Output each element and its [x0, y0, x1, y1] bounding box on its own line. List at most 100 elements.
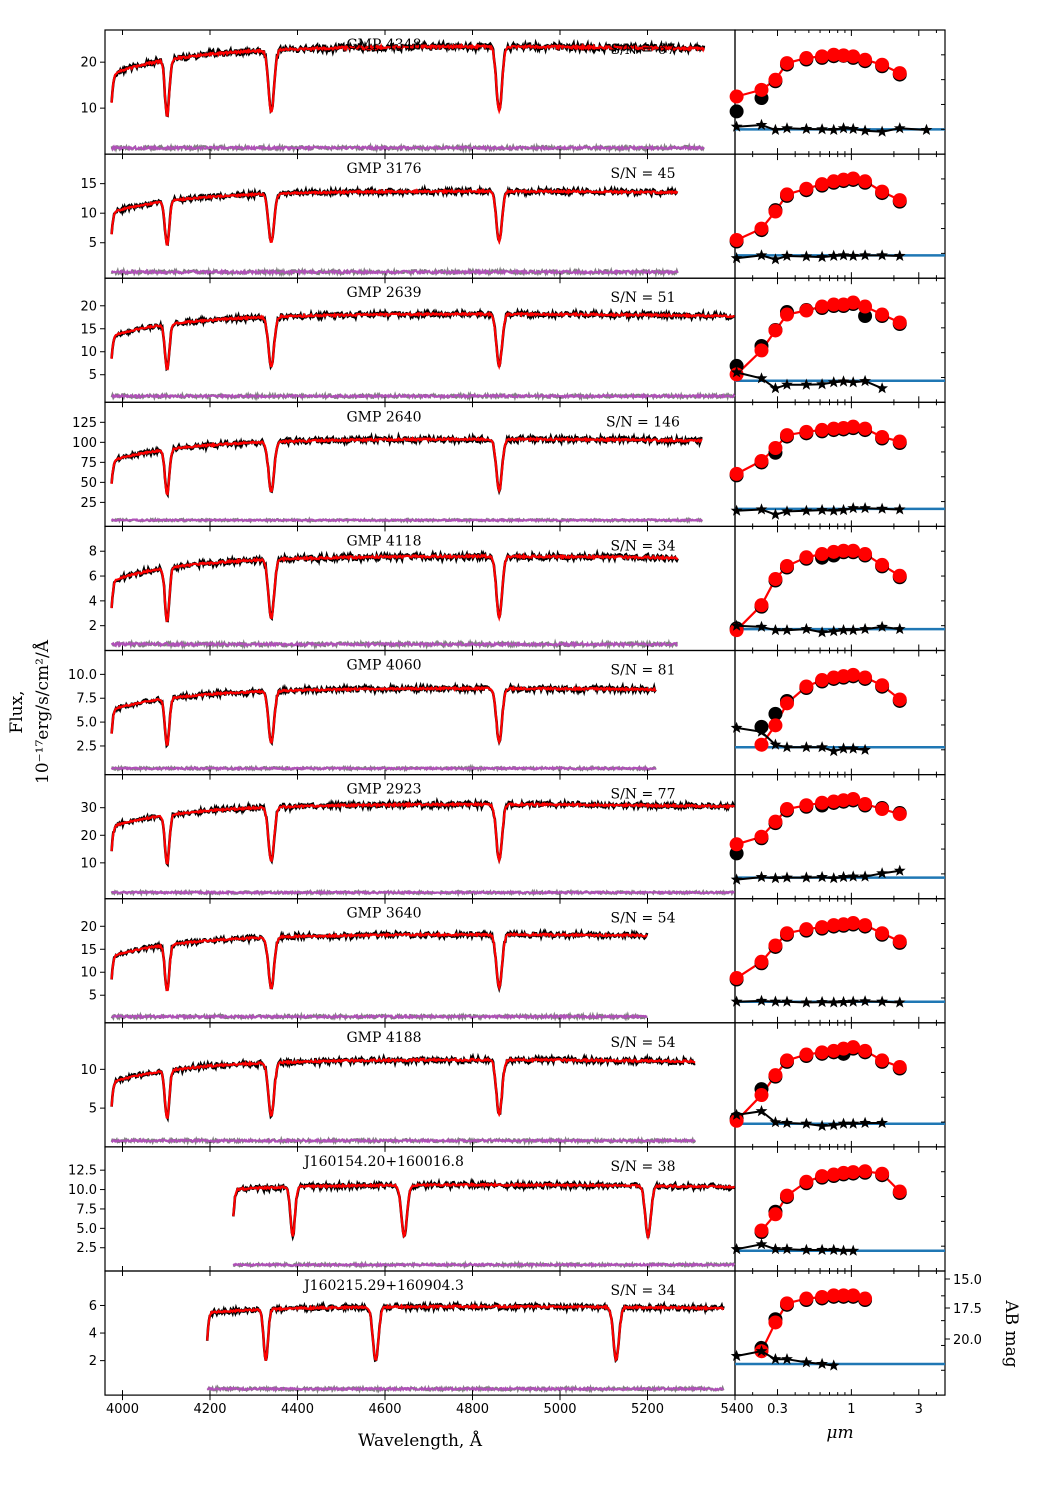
sed-model-point — [754, 737, 769, 752]
residual-model-line — [110, 517, 703, 523]
spectrum-y-tick-label: 2 — [89, 1354, 97, 1369]
model-spectrum-line — [110, 188, 679, 246]
spectrum-y-tick-label: 15 — [80, 943, 97, 958]
sed-model-point — [858, 1164, 873, 1179]
sed-model-point — [892, 1060, 907, 1075]
sed-residual-star — [893, 996, 906, 1008]
spectrum-y-tick-label: 5.0 — [76, 1222, 97, 1237]
sed-model-point — [858, 796, 873, 811]
sed-residual-star — [755, 994, 768, 1006]
x-axis-title-sed: μm — [826, 1423, 853, 1443]
sed-model-point — [826, 297, 841, 312]
sed-x-tick-label: 0.3 — [767, 1402, 788, 1417]
sed-model-point — [846, 171, 861, 186]
sed-residual-star — [816, 123, 828, 135]
spectrum-y-tick-label: 2.5 — [76, 1241, 97, 1256]
sed-residual-star — [781, 1116, 793, 1128]
sed-model-point — [875, 926, 890, 941]
x-axis-title-spectrum: Wavelength, Å — [358, 1430, 483, 1451]
spectrum-x-tick-label: 5000 — [543, 1402, 576, 1417]
sed-residual-star — [847, 995, 860, 1007]
sed-model-point — [754, 1223, 769, 1238]
spectrum-y-tick-label: 2 — [89, 619, 97, 634]
spectrum-y-tick-label: 25 — [80, 496, 97, 511]
sed-residual-star — [827, 625, 840, 637]
sed-residual-star — [755, 249, 768, 261]
observed-spectrum-line — [232, 1177, 736, 1242]
spectrum-y-tick-label: 30 — [80, 801, 97, 816]
sed-residual-star — [800, 1117, 813, 1129]
sed-residual-star — [827, 745, 840, 757]
spectrum-y-tick-label: 10 — [80, 207, 97, 222]
sed-residual-star — [827, 504, 840, 516]
spectrum-y-tick-label: 4 — [89, 1327, 97, 1342]
sed-residual-star — [800, 122, 813, 134]
sed-model-point — [768, 204, 783, 219]
sed-model-point — [754, 82, 769, 97]
sed-residual-star — [769, 508, 782, 520]
sed-model-point — [858, 670, 873, 685]
sed-model-point — [858, 174, 873, 189]
galaxy-name-label: J160215.29+160904.3 — [302, 1278, 464, 1294]
sed-frame — [734, 153, 946, 279]
galaxy-name-label: GMP 4188 — [346, 1030, 421, 1046]
sed-residual-star — [781, 249, 793, 261]
sed-residual-star — [755, 725, 768, 737]
galaxy-name-label: GMP 3176 — [346, 161, 421, 177]
sed-residual-star — [800, 1356, 813, 1368]
sed-model-point — [754, 453, 769, 468]
sed-model-point — [729, 837, 744, 852]
sed-residual-star — [827, 872, 840, 884]
sed-model-point — [815, 177, 830, 192]
sed-residual-star — [847, 624, 860, 636]
sed-residual-star — [859, 502, 871, 514]
sed-model-point — [892, 1184, 907, 1199]
sed-model-point — [799, 679, 814, 694]
sed-residual-star — [755, 870, 768, 883]
sed-residual-star — [920, 123, 933, 135]
sed-model-point — [875, 307, 890, 322]
sed-model-point — [892, 66, 907, 81]
galaxy-name-label: GMP 3640 — [346, 906, 421, 922]
sed-model-point — [892, 807, 907, 822]
sed-model-point — [892, 568, 907, 583]
sed-model-point — [754, 221, 769, 236]
sed-residual-star — [781, 995, 793, 1007]
ab-mag-tick-label: 15.0 — [953, 1273, 982, 1288]
sed-residual-star — [800, 871, 813, 883]
signal-to-noise-label: S/N = 54 — [610, 1035, 675, 1051]
sed-model-point — [875, 430, 890, 445]
sed-model-point — [754, 829, 769, 844]
spectrum-y-tick-label: 10 — [80, 102, 97, 117]
sed-residual-star — [827, 123, 840, 135]
spectrum-x-tick-label: 5200 — [631, 1402, 664, 1417]
sed-model-point — [858, 299, 873, 314]
sed-model-point — [858, 918, 873, 933]
sed-model-point — [826, 1288, 841, 1303]
spectrum-y-tick-label: 15 — [80, 177, 97, 192]
sed-model-point — [754, 598, 769, 613]
sed-model-point — [779, 428, 794, 443]
sed-observed-point — [729, 104, 744, 119]
sed-residual-star — [827, 996, 840, 1008]
spectrum-x-tick-label: 4800 — [456, 1402, 489, 1417]
residual-model-line — [206, 1385, 724, 1393]
spectrum-y-tick-label: 6 — [89, 570, 97, 585]
sed-residual-star — [827, 1119, 840, 1131]
sed-residual-star — [816, 741, 828, 753]
sed-residual-star — [816, 870, 828, 883]
sed-residual-star — [769, 123, 782, 135]
ab-mag-tick-label: 20.0 — [953, 1333, 982, 1348]
sed-residual-star — [876, 867, 888, 879]
observed-spectrum-line — [110, 927, 649, 994]
sed-residual-star — [837, 503, 850, 516]
model-spectrum-line — [110, 435, 703, 496]
spectrum-y-tick-label: 2.5 — [76, 739, 97, 754]
sed-residual-star — [730, 1108, 743, 1120]
sed-residual-star — [893, 503, 906, 515]
sed-residual-star — [837, 122, 850, 134]
sed-residual-star — [730, 1243, 743, 1255]
sed-residual-star — [769, 872, 782, 884]
sed-model-point — [815, 1169, 830, 1184]
